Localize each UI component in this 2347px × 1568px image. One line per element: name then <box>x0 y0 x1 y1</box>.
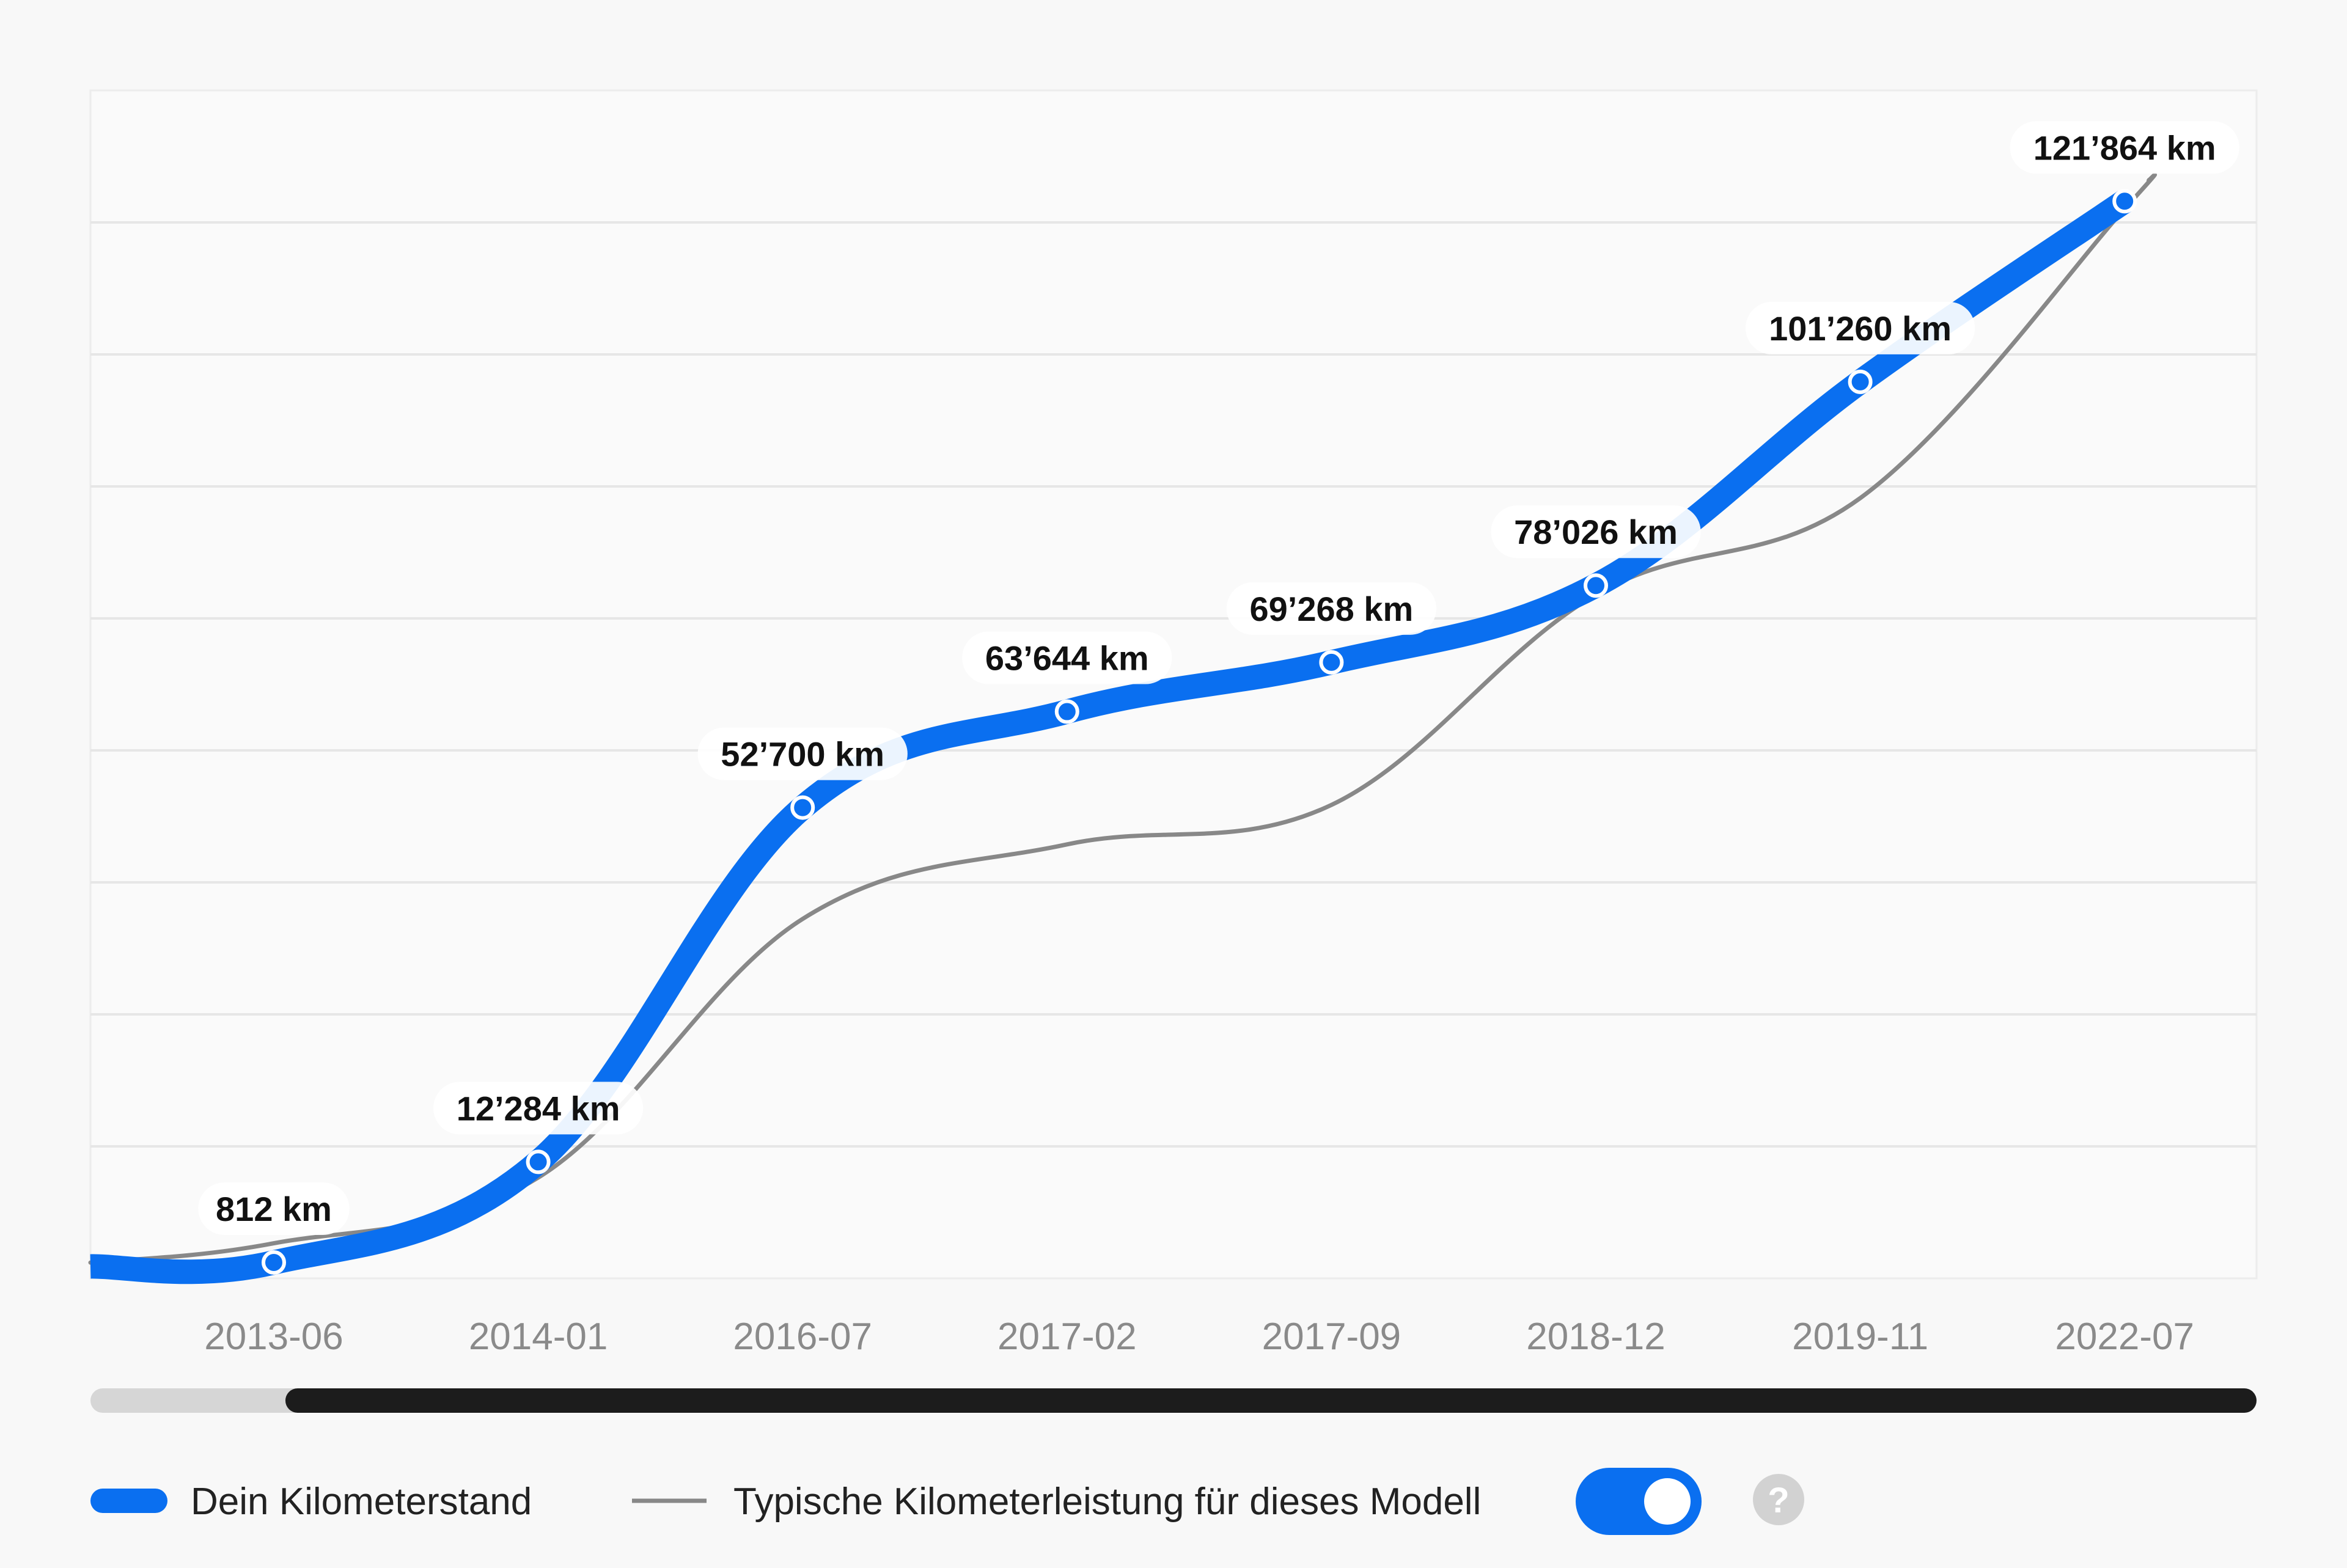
data-label-text: 121’864 km <box>2033 128 2216 167</box>
data-label-bg <box>1226 582 1437 635</box>
data-label-bg <box>697 727 908 780</box>
legend-label-mileage: Dein Kilometerstand <box>191 1481 532 1523</box>
x-tick-label: 2017-09 <box>1262 1316 1401 1358</box>
data-label-bg <box>1491 505 1701 559</box>
typical-toggle[interactable] <box>1576 1468 1702 1535</box>
data-point[interactable] <box>1848 369 1873 394</box>
data-label: 121’864 km <box>2010 121 2239 174</box>
question-circle-icon[interactable]: ? <box>1753 1474 1804 1525</box>
x-tick-label: 2022-07 <box>2055 1316 2194 1358</box>
data-label-text: 12’284 km <box>457 1089 620 1127</box>
toggle-knob[interactable] <box>1644 1478 1691 1525</box>
data-point[interactable] <box>262 1250 286 1275</box>
x-tick-label: 2013-06 <box>204 1316 343 1358</box>
help-icon-glyph: ? <box>1768 1481 1789 1520</box>
data-label: 52’700 km <box>697 727 908 780</box>
legend-label-typical: Typische Kilometerleistung für dieses Mo… <box>733 1481 1481 1523</box>
data-label: 101’260 km <box>1746 301 1975 354</box>
x-tick-label: 2014-01 <box>469 1316 608 1358</box>
data-point[interactable] <box>2112 189 2137 214</box>
data-point[interactable] <box>1319 650 1344 675</box>
x-tick-label: 2017-02 <box>997 1316 1137 1358</box>
data-label: 12’284 km <box>433 1082 644 1135</box>
data-label-text: 63’644 km <box>985 639 1149 678</box>
data-label-bg <box>2010 121 2239 174</box>
data-label-text: 812 km <box>216 1190 332 1228</box>
data-label-text: 52’700 km <box>721 735 884 774</box>
data-label-bg <box>1746 301 1975 354</box>
data-label: 812 km <box>198 1182 350 1236</box>
data-label: 69’268 km <box>1226 582 1437 635</box>
data-label-text: 101’260 km <box>1769 309 1952 348</box>
data-label-text: 78’026 km <box>1514 513 1678 551</box>
data-point[interactable] <box>1054 699 1079 724</box>
x-tick-label: 2018-12 <box>1526 1316 1666 1358</box>
data-label-bg <box>433 1082 644 1135</box>
data-point[interactable] <box>790 795 815 820</box>
data-label-bg <box>198 1182 350 1236</box>
data-point[interactable] <box>1584 573 1608 598</box>
help-icon-circle[interactable] <box>1753 1474 1804 1525</box>
data-label-bg <box>962 631 1172 684</box>
data-label: 78’026 km <box>1491 505 1701 559</box>
data-point[interactable] <box>526 1149 551 1174</box>
data-label-text: 69’268 km <box>1250 590 1414 628</box>
x-tick-label: 2019-11 <box>1792 1316 1928 1358</box>
data-label: 63’644 km <box>962 631 1172 684</box>
x-tick-label: 2016-07 <box>733 1316 872 1358</box>
